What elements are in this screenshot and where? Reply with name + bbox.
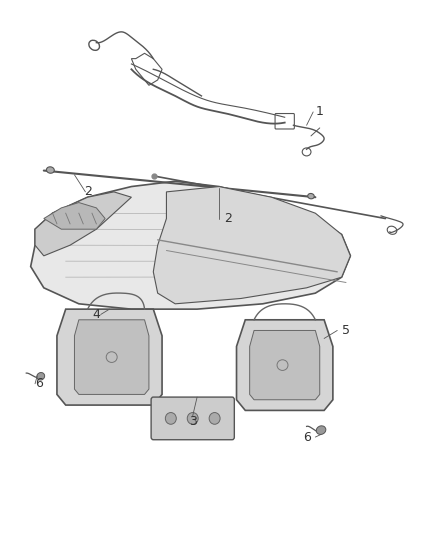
Text: 4: 4 <box>92 308 100 321</box>
Polygon shape <box>237 320 333 410</box>
Ellipse shape <box>308 193 314 199</box>
Polygon shape <box>44 203 105 229</box>
Ellipse shape <box>316 426 326 434</box>
Polygon shape <box>31 181 350 309</box>
Ellipse shape <box>187 413 198 424</box>
Polygon shape <box>74 320 149 394</box>
FancyBboxPatch shape <box>151 397 234 440</box>
Polygon shape <box>57 309 162 405</box>
Ellipse shape <box>166 413 176 424</box>
Text: 6: 6 <box>303 431 311 443</box>
Text: 2: 2 <box>84 185 92 198</box>
Ellipse shape <box>46 167 54 173</box>
Polygon shape <box>250 330 320 400</box>
Text: 1: 1 <box>316 106 324 118</box>
Polygon shape <box>35 192 131 256</box>
Text: 6: 6 <box>35 377 43 390</box>
Ellipse shape <box>209 413 220 424</box>
Ellipse shape <box>37 373 45 380</box>
Text: 5: 5 <box>342 324 350 337</box>
Text: 3: 3 <box>189 415 197 427</box>
Text: 2: 2 <box>224 212 232 225</box>
Polygon shape <box>153 187 350 304</box>
